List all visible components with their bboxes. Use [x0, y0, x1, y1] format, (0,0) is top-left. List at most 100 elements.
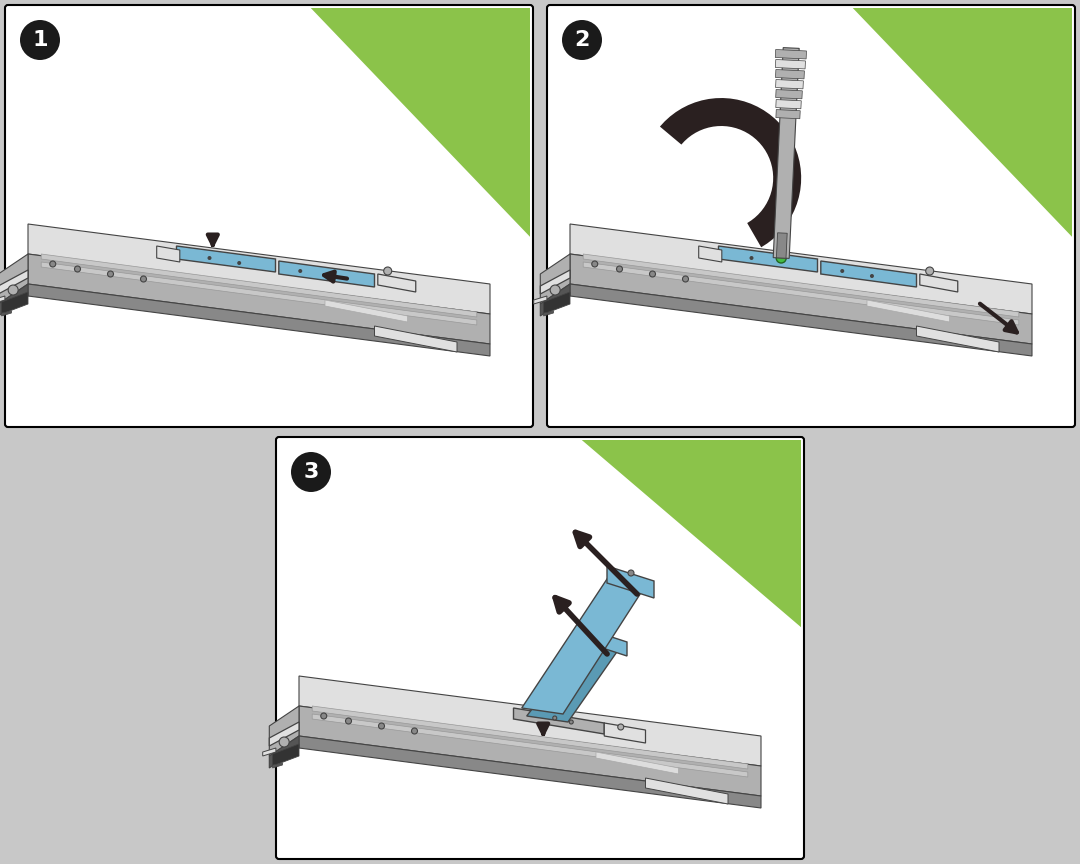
Text: 3: 3	[303, 462, 319, 482]
Circle shape	[617, 266, 622, 272]
Polygon shape	[570, 254, 1032, 344]
Polygon shape	[917, 326, 999, 352]
Polygon shape	[775, 79, 804, 89]
Circle shape	[21, 20, 60, 60]
Circle shape	[562, 20, 602, 60]
FancyBboxPatch shape	[276, 437, 804, 859]
Polygon shape	[821, 261, 917, 287]
Circle shape	[627, 570, 634, 576]
Circle shape	[328, 274, 332, 278]
Circle shape	[592, 261, 597, 267]
Polygon shape	[570, 224, 1032, 314]
Polygon shape	[527, 636, 621, 722]
Polygon shape	[583, 254, 1018, 317]
Polygon shape	[0, 270, 28, 294]
Circle shape	[140, 276, 147, 282]
Polygon shape	[41, 254, 476, 317]
Text: 1: 1	[32, 30, 48, 50]
Circle shape	[321, 713, 327, 719]
Polygon shape	[540, 254, 570, 304]
Polygon shape	[0, 254, 28, 304]
Polygon shape	[28, 254, 490, 344]
Polygon shape	[299, 706, 761, 796]
FancyBboxPatch shape	[546, 5, 1075, 427]
Polygon shape	[775, 60, 806, 69]
Polygon shape	[775, 90, 802, 98]
Polygon shape	[1, 292, 28, 314]
Polygon shape	[28, 284, 490, 356]
Polygon shape	[312, 706, 747, 769]
Polygon shape	[540, 270, 570, 294]
Circle shape	[207, 256, 212, 260]
Circle shape	[75, 266, 81, 272]
Circle shape	[346, 718, 351, 724]
Polygon shape	[584, 628, 627, 656]
Polygon shape	[312, 714, 747, 777]
Polygon shape	[775, 49, 807, 59]
Polygon shape	[583, 262, 1018, 325]
Circle shape	[569, 720, 573, 724]
Circle shape	[840, 269, 845, 273]
Polygon shape	[718, 246, 818, 272]
Circle shape	[291, 452, 330, 492]
Polygon shape	[699, 246, 721, 262]
Text: 2: 2	[575, 30, 590, 50]
Polygon shape	[299, 676, 761, 766]
Polygon shape	[269, 706, 299, 756]
Polygon shape	[570, 284, 1032, 356]
Polygon shape	[28, 224, 490, 314]
Polygon shape	[596, 752, 678, 774]
Circle shape	[649, 271, 656, 277]
Polygon shape	[269, 736, 299, 768]
Polygon shape	[375, 326, 457, 352]
Polygon shape	[660, 98, 801, 247]
Polygon shape	[646, 778, 728, 804]
Polygon shape	[299, 736, 761, 808]
Polygon shape	[272, 744, 299, 766]
Circle shape	[683, 276, 689, 282]
Polygon shape	[0, 296, 5, 304]
Polygon shape	[920, 274, 958, 292]
Polygon shape	[272, 763, 283, 768]
Polygon shape	[269, 722, 299, 746]
Circle shape	[411, 728, 418, 734]
Polygon shape	[777, 232, 787, 258]
Circle shape	[777, 253, 786, 263]
Polygon shape	[311, 8, 530, 237]
Polygon shape	[607, 566, 654, 598]
Circle shape	[383, 267, 392, 275]
Polygon shape	[325, 300, 407, 322]
Polygon shape	[1, 311, 12, 316]
Polygon shape	[775, 110, 800, 118]
Circle shape	[553, 716, 557, 720]
Circle shape	[618, 724, 624, 730]
Circle shape	[378, 723, 384, 729]
Polygon shape	[534, 296, 546, 304]
Circle shape	[238, 261, 241, 265]
Circle shape	[108, 271, 113, 277]
Circle shape	[750, 256, 754, 260]
Polygon shape	[775, 69, 805, 79]
Polygon shape	[522, 576, 644, 714]
Circle shape	[9, 285, 18, 295]
Polygon shape	[378, 274, 416, 292]
Circle shape	[870, 274, 874, 278]
Polygon shape	[582, 440, 801, 627]
Polygon shape	[543, 292, 570, 314]
Polygon shape	[540, 284, 570, 316]
Circle shape	[926, 267, 934, 275]
FancyBboxPatch shape	[5, 5, 534, 427]
Polygon shape	[41, 262, 476, 325]
Polygon shape	[513, 708, 604, 734]
Circle shape	[298, 269, 302, 273]
Polygon shape	[773, 48, 799, 258]
Circle shape	[550, 285, 561, 295]
Polygon shape	[604, 723, 646, 743]
Circle shape	[279, 737, 289, 747]
Polygon shape	[543, 311, 554, 316]
Polygon shape	[262, 748, 275, 756]
Polygon shape	[176, 246, 275, 272]
Polygon shape	[775, 99, 801, 109]
Polygon shape	[157, 246, 179, 262]
Polygon shape	[867, 300, 949, 322]
